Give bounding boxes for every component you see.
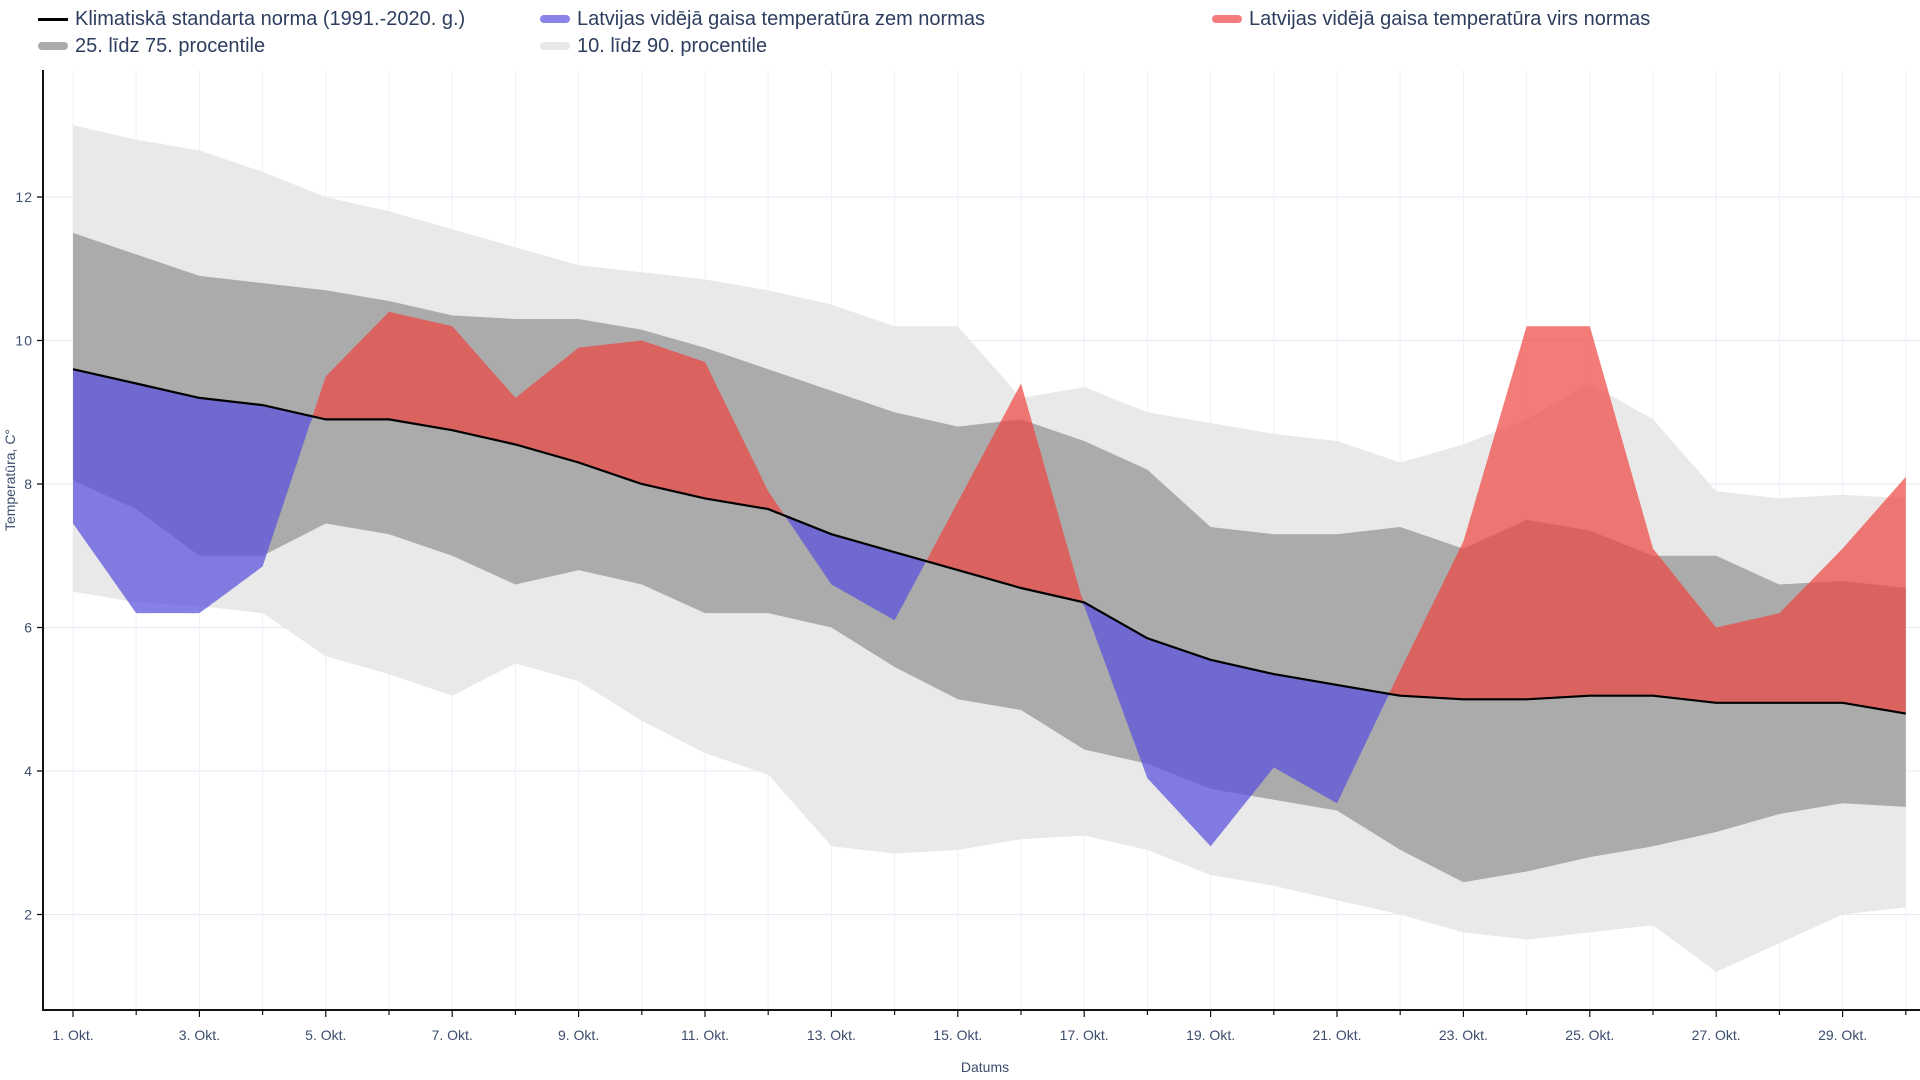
x-tick-label: 3. Okt.: [179, 1027, 220, 1043]
area-above-normal: [73, 311, 1906, 714]
x-tick-label: 21. Okt.: [1312, 1027, 1361, 1043]
y-tick-label: 12: [15, 189, 33, 205]
legend-label-p25-75: 25. līdz 75. procentile: [75, 34, 266, 57]
x-tick-label: 19. Okt.: [1186, 1027, 1235, 1043]
x-tick-label: 11. Okt.: [681, 1027, 729, 1043]
y-tick-label: 2: [24, 907, 33, 923]
y-tick-label: 8: [24, 476, 33, 492]
legend-label-above-normal: Latvijas vidējā gaisa temperatūra virs n…: [1249, 7, 1651, 30]
x-tick-label: 9. Okt.: [558, 1027, 599, 1043]
legend-label-norm: Klimatiskā standarta norma (1991.-2020. …: [75, 7, 466, 30]
x-tick-label: 13. Okt.: [807, 1027, 856, 1043]
legend-label-p10-90: 10. līdz 90. procentile: [577, 34, 768, 57]
x-tick-label: 25. Okt.: [1565, 1027, 1614, 1043]
x-tick-label: 23. Okt.: [1439, 1027, 1488, 1043]
x-tick-label: 27. Okt.: [1692, 1027, 1741, 1043]
legend-label-below-normal: Latvijas vidējā gaisa temperatūra zem no…: [577, 7, 985, 30]
p25-75-swatch-icon: [38, 42, 68, 50]
y-tick-label: 4: [24, 763, 33, 779]
y-tick-label: 10: [15, 333, 33, 349]
y-axis-title: Temperatūra, C°: [2, 429, 18, 531]
x-axis-title: Datums: [961, 1059, 1009, 1075]
x-tick-label: 17. Okt.: [1060, 1027, 1109, 1043]
norm-line-swatch-icon: [38, 17, 68, 21]
legend-item-norm[interactable]: Klimatiskā standarta norma (1991.-2020. …: [38, 6, 465, 32]
x-tick-label: 5. Okt.: [305, 1027, 346, 1043]
norm-line: [72, 368, 1906, 715]
x-tick-label: 29. Okt.: [1818, 1027, 1867, 1043]
legend-item-p25-75[interactable]: 25. līdz 75. procentile: [38, 33, 265, 59]
legend-item-below-normal[interactable]: Latvijas vidējā gaisa temperatūra zem no…: [540, 6, 985, 32]
area-below-normal: [73, 369, 1906, 847]
x-tick-label: 15. Okt.: [933, 1027, 982, 1043]
legend-item-above-normal[interactable]: Latvijas vidējā gaisa temperatūra virs n…: [1212, 6, 1650, 32]
x-tick-label: 7. Okt.: [432, 1027, 473, 1043]
chart-legend: Klimatiskā standarta norma (1991.-2020. …: [0, 0, 1920, 62]
above-normal-swatch-icon: [1212, 15, 1242, 23]
below-normal-swatch-icon: [540, 15, 570, 23]
p10-90-swatch-icon: [540, 42, 570, 50]
y-tick-label: 6: [24, 620, 33, 636]
x-tick-label: 1. Okt.: [52, 1027, 93, 1043]
legend-item-p10-90[interactable]: 10. līdz 90. procentile: [540, 33, 767, 59]
